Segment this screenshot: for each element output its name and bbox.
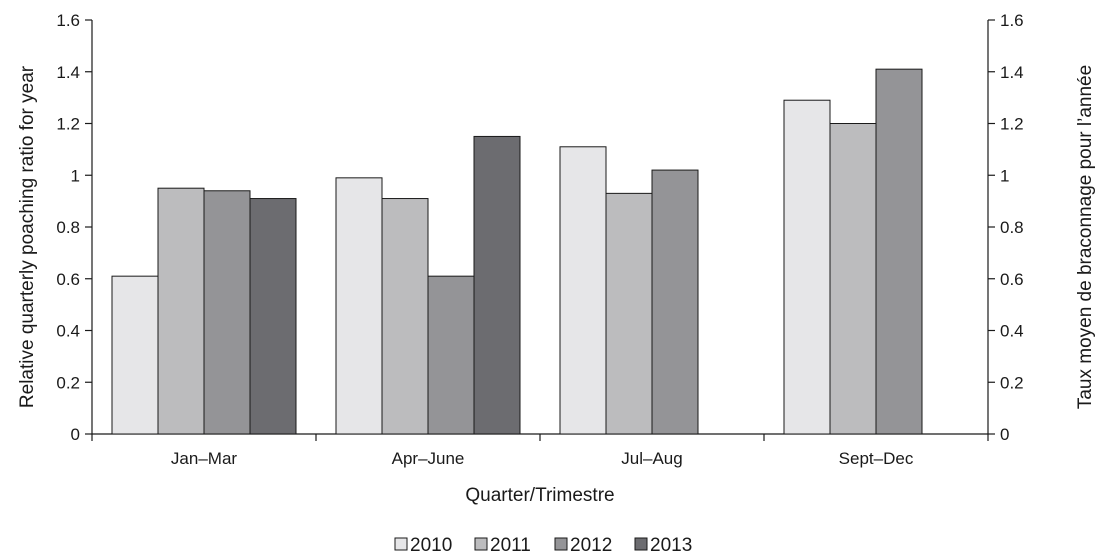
legend-swatch-2013 <box>634 537 648 551</box>
bars <box>111 68 923 435</box>
legend-label-2013: 2013 <box>650 535 692 554</box>
y-tick-label-left: 0.4 <box>56 322 80 341</box>
bar-2010-2 <box>559 146 607 435</box>
legend-swatch-2011 <box>474 537 488 551</box>
y-tick-label-right: 0 <box>1000 425 1009 444</box>
legend-swatch-2012 <box>554 537 568 551</box>
y-tick-label-left: 0 <box>71 425 80 444</box>
bar-2012-1 <box>427 275 475 435</box>
y-tick-label-right: 1.4 <box>1000 63 1024 82</box>
bar-2012-3 <box>875 68 923 435</box>
y-tick-label-right: 0.2 <box>1000 373 1024 392</box>
bar-2011-3 <box>829 123 877 435</box>
y-tick-label-left: 0.8 <box>56 218 80 237</box>
legend: 2010 2011 2012 2013 <box>394 535 692 554</box>
bar-2013-0 <box>249 198 297 435</box>
x-axis-title: Quarter/Trimestre <box>465 485 614 506</box>
y-tick-label-left: 1.4 <box>56 63 80 82</box>
y-tick-label-left: 0.6 <box>56 270 80 289</box>
bar-2010-0 <box>111 275 159 435</box>
y-tick-label-right: 0.6 <box>1000 270 1024 289</box>
y-axis-title-left: Relative quarterly poaching ratio for ye… <box>17 65 38 408</box>
bar-2010-1 <box>335 177 383 435</box>
bar-2012-0 <box>203 190 251 435</box>
y-tick-label-right: 1 <box>1000 166 1009 185</box>
axis-labels: Quarter/Trimestre Relative quarterly poa… <box>17 65 1096 506</box>
y-tick-label-right: 1.6 <box>1000 11 1024 30</box>
y-axis-title-right: Taux moyen de braconnage pour l’année <box>1075 65 1096 409</box>
y-tick-label-left: 1.2 <box>56 115 80 134</box>
y-tick-label-right: 0.4 <box>1000 322 1024 341</box>
bar-2011-2 <box>605 192 653 435</box>
legend-label-2011: 2011 <box>490 535 531 554</box>
y-tick-label-left: 1.6 <box>56 11 80 30</box>
legend-label-2010: 2010 <box>410 535 452 554</box>
x-tick-label: Jan–Mar <box>171 449 237 468</box>
y-tick-label-right: 0.8 <box>1000 218 1024 237</box>
bar-2010-3 <box>783 99 831 435</box>
x-tick-label: Apr–June <box>392 449 465 468</box>
bar-2011-1 <box>381 198 429 435</box>
bar-2011-0 <box>157 187 205 435</box>
y-tick-label-left: 1 <box>71 166 80 185</box>
y-tick-label-left: 0.2 <box>56 373 80 392</box>
x-tick-label: Sept–Dec <box>839 449 914 468</box>
x-tick-label: Jul–Aug <box>621 449 682 468</box>
legend-label-2012: 2012 <box>570 535 612 554</box>
bar-2012-2 <box>651 169 699 435</box>
y-tick-label-right: 1.2 <box>1000 115 1024 134</box>
bar-2013-1 <box>473 135 521 435</box>
legend-swatch-2010 <box>394 537 408 551</box>
